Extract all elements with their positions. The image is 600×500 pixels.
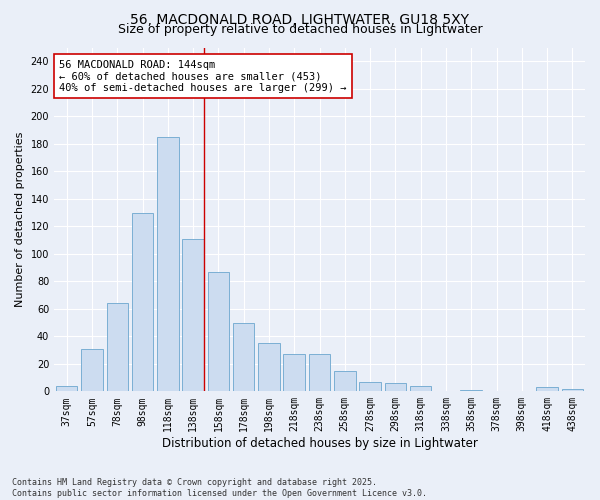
Bar xyxy=(410,386,431,392)
Bar xyxy=(208,272,229,392)
Bar xyxy=(385,383,406,392)
Text: Contains HM Land Registry data © Crown copyright and database right 2025.
Contai: Contains HM Land Registry data © Crown c… xyxy=(12,478,427,498)
Bar xyxy=(157,137,179,392)
Bar xyxy=(334,370,356,392)
Bar xyxy=(132,212,153,392)
Y-axis label: Number of detached properties: Number of detached properties xyxy=(15,132,25,307)
Bar xyxy=(283,354,305,392)
Bar xyxy=(359,382,381,392)
Bar xyxy=(233,322,254,392)
Bar xyxy=(107,304,128,392)
Bar xyxy=(536,387,558,392)
X-axis label: Distribution of detached houses by size in Lightwater: Distribution of detached houses by size … xyxy=(161,437,478,450)
Text: 56, MACDONALD ROAD, LIGHTWATER, GU18 5XY: 56, MACDONALD ROAD, LIGHTWATER, GU18 5XY xyxy=(131,12,470,26)
Bar xyxy=(258,343,280,392)
Text: Size of property relative to detached houses in Lightwater: Size of property relative to detached ho… xyxy=(118,22,482,36)
Text: 56 MACDONALD ROAD: 144sqm
← 60% of detached houses are smaller (453)
40% of semi: 56 MACDONALD ROAD: 144sqm ← 60% of detac… xyxy=(59,60,347,92)
Bar xyxy=(562,388,583,392)
Bar xyxy=(182,238,204,392)
Bar xyxy=(460,390,482,392)
Bar xyxy=(309,354,330,392)
Bar xyxy=(56,386,77,392)
Bar xyxy=(81,348,103,392)
